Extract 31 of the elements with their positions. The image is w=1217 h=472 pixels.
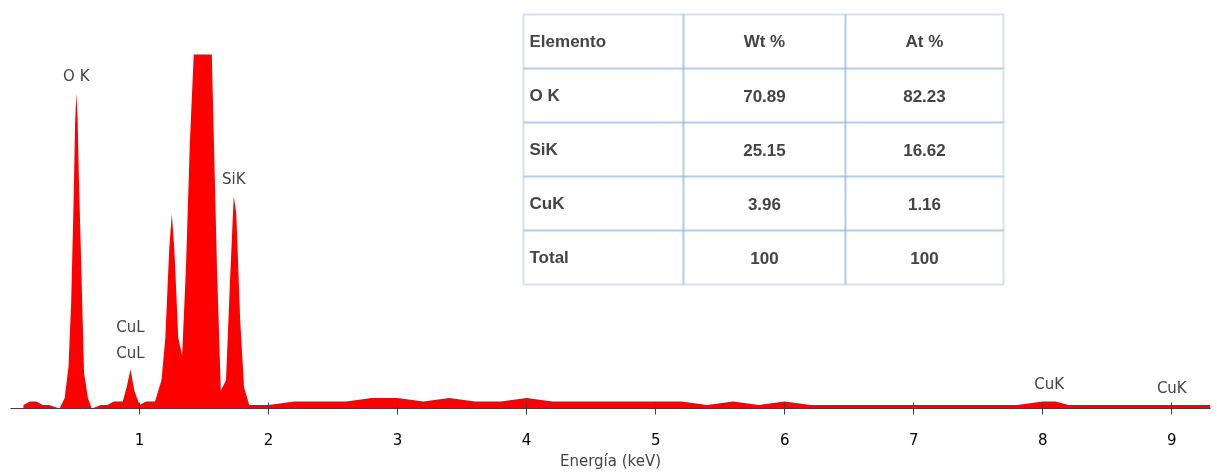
- x-tick-label: 7: [908, 430, 919, 449]
- annotation: 100: [750, 248, 779, 268]
- annotation: SiK: [221, 170, 247, 189]
- text: Wt %: [743, 32, 786, 51]
- x-tick-label: 9: [1167, 430, 1177, 449]
- x-tick-label: 3: [392, 430, 403, 449]
- text: Elemento: [529, 32, 607, 51]
- x-tick-label: 1: [134, 430, 145, 449]
- annotation: 100: [910, 248, 939, 268]
- annotation: 82.23: [903, 86, 946, 106]
- x-tick-label: 8: [1037, 430, 1048, 449]
- x-tick-label: 5: [650, 430, 661, 449]
- x-tick-label: 2: [263, 430, 274, 449]
- x-tick-label: 4: [521, 430, 532, 449]
- x-tick-label: 6: [779, 430, 790, 449]
- annotation: 25.15: [743, 140, 786, 160]
- annotation: CuL: [116, 343, 146, 362]
- annotation: O K: [529, 86, 561, 105]
- annotation: 70.89: [743, 86, 786, 106]
- annotation: SiK: [529, 140, 559, 159]
- annotation: 16.62: [903, 140, 946, 160]
- annotation: CuL: [116, 317, 146, 336]
- x-axis-title: Energía (keV): [559, 451, 662, 470]
- annotation: CuK: [1034, 375, 1066, 394]
- annotation: 1.16: [907, 194, 942, 214]
- annotation: CuK: [1156, 378, 1188, 397]
- annotation: CuK: [529, 194, 566, 213]
- annotation: 3.96: [747, 194, 782, 214]
- annotation: O K: [63, 67, 91, 86]
- annotation: Total: [529, 248, 569, 267]
- text: At %: [905, 32, 944, 51]
